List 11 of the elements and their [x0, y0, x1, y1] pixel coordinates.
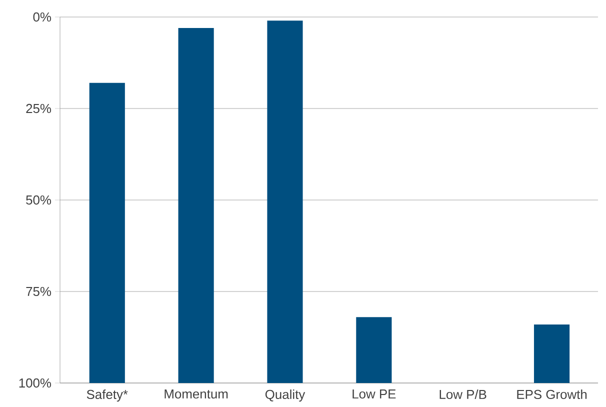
- y-tick-label: 100%: [19, 378, 52, 388]
- y-tick-label: 50%: [26, 195, 52, 205]
- x-tick-label: Low PE: [352, 390, 396, 399]
- y-tick-label: 25%: [26, 104, 52, 114]
- x-tick-label: Quality: [265, 390, 306, 402]
- x-tick-label: Safety*: [86, 390, 128, 402]
- y-tick-label: 0%: [33, 12, 52, 22]
- x-tick-label: Low P/B: [440, 390, 486, 400]
- y-tick-label: 75%: [26, 286, 52, 296]
- x-tick-label: EPS Growth: [517, 390, 587, 400]
- x-tick-label: Momentum: [164, 390, 228, 399]
